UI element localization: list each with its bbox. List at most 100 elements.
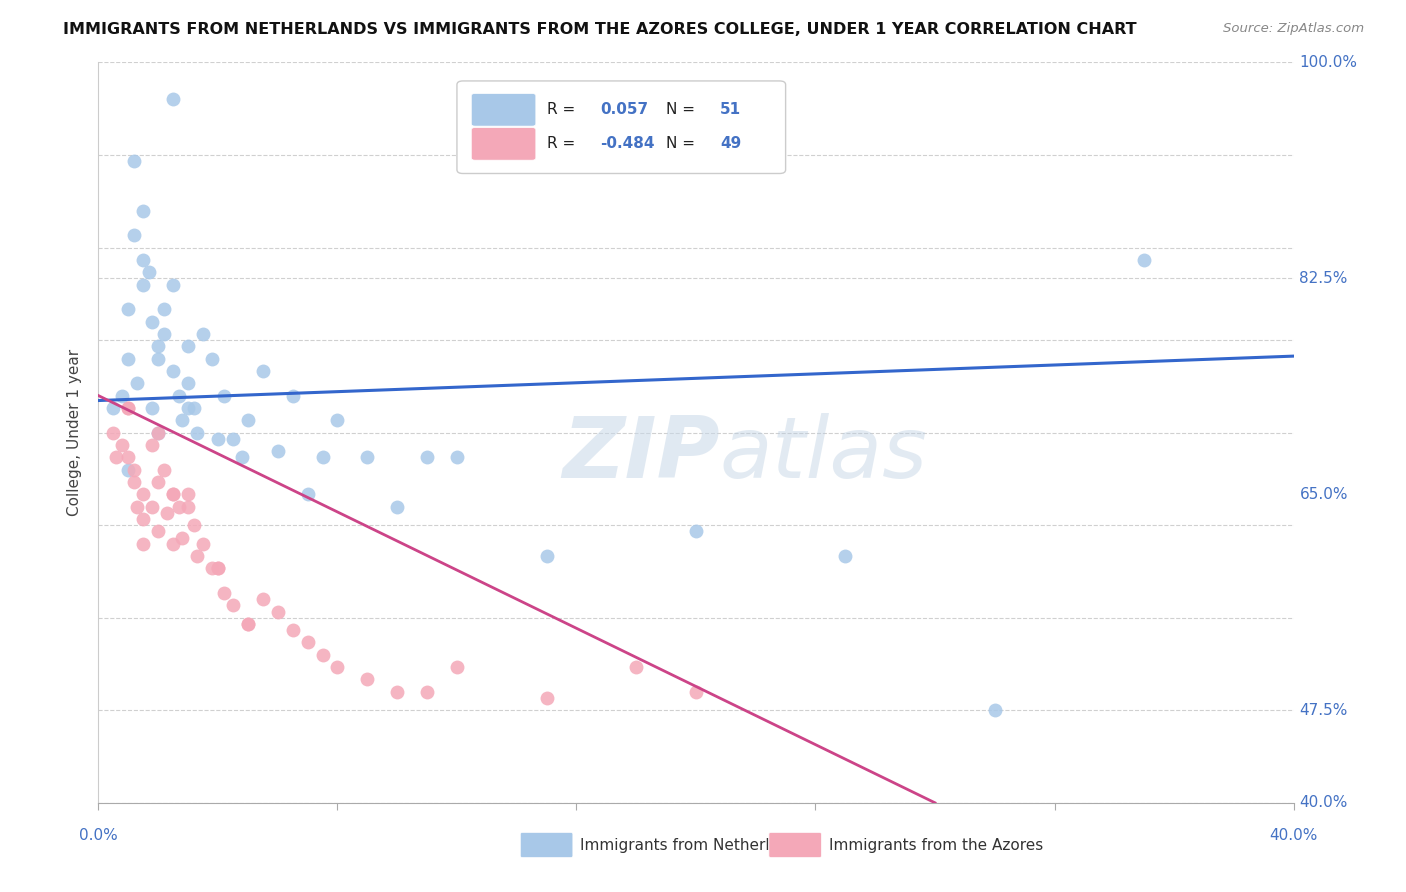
Text: N =: N = <box>666 136 695 152</box>
Text: ZIP: ZIP <box>562 413 720 496</box>
Point <box>183 401 205 415</box>
Point <box>177 376 200 391</box>
Text: 40.0%: 40.0% <box>1299 796 1348 810</box>
Point <box>162 92 184 106</box>
FancyBboxPatch shape <box>457 81 786 173</box>
Point <box>117 462 139 476</box>
Point <box>141 438 163 452</box>
Text: R =: R = <box>547 136 575 152</box>
Point <box>177 487 200 501</box>
Point <box>105 450 128 465</box>
Text: N =: N = <box>666 103 695 118</box>
Point <box>124 228 146 243</box>
Point <box>685 524 707 539</box>
Point <box>267 444 290 458</box>
Point <box>117 450 139 465</box>
Point <box>141 500 163 514</box>
Point <box>167 500 190 514</box>
Point <box>385 685 409 699</box>
Point <box>236 616 259 631</box>
Point <box>162 277 184 292</box>
Text: 47.5%: 47.5% <box>1299 703 1348 718</box>
Point <box>132 487 155 501</box>
Point <box>172 413 194 427</box>
Text: 40.0%: 40.0% <box>1270 828 1317 843</box>
FancyBboxPatch shape <box>471 128 536 161</box>
Point <box>446 450 468 465</box>
Point <box>236 413 259 427</box>
Point <box>124 462 146 476</box>
Point <box>212 389 235 403</box>
Text: IMMIGRANTS FROM NETHERLANDS VS IMMIGRANTS FROM THE AZORES COLLEGE, UNDER 1 YEAR : IMMIGRANTS FROM NETHERLANDS VS IMMIGRANT… <box>63 22 1137 37</box>
Point <box>416 685 439 699</box>
Point <box>141 401 163 415</box>
Point <box>222 432 245 446</box>
Point <box>311 450 333 465</box>
Point <box>162 487 184 501</box>
Point <box>252 592 274 607</box>
Text: Immigrants from the Azores: Immigrants from the Azores <box>828 838 1043 853</box>
Point <box>212 586 235 600</box>
Point <box>177 339 200 353</box>
Text: atlas: atlas <box>720 413 928 496</box>
Point <box>148 475 170 489</box>
Text: 82.5%: 82.5% <box>1299 271 1348 285</box>
Point <box>207 561 229 575</box>
Point <box>172 531 194 545</box>
Point <box>356 673 378 687</box>
Point <box>222 599 245 613</box>
Point <box>162 537 184 551</box>
Point <box>162 364 184 378</box>
Point <box>153 326 176 341</box>
FancyBboxPatch shape <box>769 832 821 857</box>
Point <box>183 518 205 533</box>
Text: 51: 51 <box>720 103 741 118</box>
Point <box>231 450 253 465</box>
Point <box>207 561 229 575</box>
Point <box>685 685 707 699</box>
Point <box>127 500 149 514</box>
FancyBboxPatch shape <box>520 832 572 857</box>
Text: 0.057: 0.057 <box>600 103 648 118</box>
Point <box>385 500 409 514</box>
Point <box>446 660 468 674</box>
Point <box>162 487 184 501</box>
Point <box>297 635 319 649</box>
Text: 49: 49 <box>720 136 741 152</box>
Point <box>148 425 170 440</box>
Point <box>132 252 155 267</box>
Text: 0.0%: 0.0% <box>79 828 118 843</box>
Text: 100.0%: 100.0% <box>1299 55 1358 70</box>
Point <box>117 401 139 415</box>
Point <box>148 425 170 440</box>
Point <box>201 561 224 575</box>
Point <box>281 389 304 403</box>
Point <box>186 549 208 563</box>
Point <box>156 506 179 520</box>
Point <box>148 351 170 366</box>
Point <box>326 413 349 427</box>
Text: -0.484: -0.484 <box>600 136 655 152</box>
Point <box>132 512 155 526</box>
Point <box>103 425 125 440</box>
Text: Source: ZipAtlas.com: Source: ZipAtlas.com <box>1223 22 1364 36</box>
Point <box>153 462 176 476</box>
Point <box>984 703 1007 717</box>
Point <box>111 389 134 403</box>
Point <box>191 537 214 551</box>
Point <box>236 616 259 631</box>
Point <box>297 487 319 501</box>
Point <box>124 154 146 169</box>
Point <box>132 277 155 292</box>
Point <box>132 537 155 551</box>
FancyBboxPatch shape <box>471 94 536 126</box>
Point <box>111 438 134 452</box>
Point <box>326 660 349 674</box>
Point <box>252 364 274 378</box>
Point <box>148 524 170 539</box>
Point <box>536 549 558 563</box>
Point <box>141 314 163 328</box>
Y-axis label: College, Under 1 year: College, Under 1 year <box>67 349 83 516</box>
Point <box>177 500 200 514</box>
Point <box>311 648 333 662</box>
